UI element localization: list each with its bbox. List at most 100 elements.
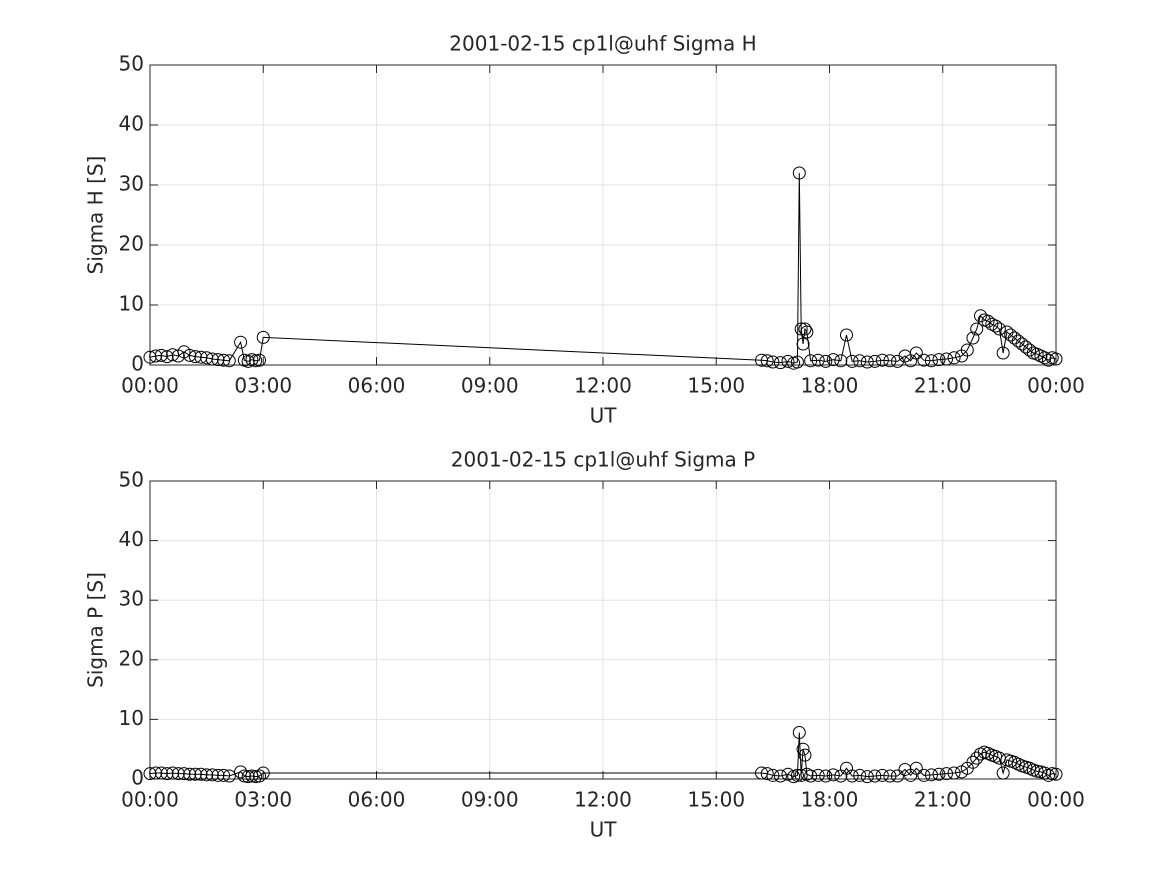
data-marker: [989, 319, 1003, 333]
x-tick-label: 00:00: [1027, 788, 1085, 812]
data-marker: [860, 355, 874, 369]
y-tick-label: 50: [119, 52, 144, 76]
x-tick-label: 21:00: [914, 788, 972, 812]
data-marker: [188, 350, 202, 364]
data-marker: [1038, 766, 1052, 780]
data-marker: [781, 354, 795, 368]
y-tick-label: 10: [119, 706, 144, 730]
data-marker: [853, 768, 867, 782]
data-marker: [804, 769, 818, 783]
data-marker: [256, 330, 270, 344]
data-marker: [234, 765, 248, 779]
data-marker: [773, 769, 787, 783]
data-marker: [966, 755, 980, 769]
data-marker: [188, 767, 202, 781]
data-marker: [241, 770, 255, 784]
x-tick-label: 12:00: [574, 374, 632, 398]
data-marker: [992, 322, 1006, 336]
data-marker: [256, 766, 270, 780]
x-axis-label: UT: [590, 404, 618, 428]
y-tick-label: 50: [119, 468, 144, 492]
x-axis-label: UT: [590, 818, 618, 842]
data-marker: [1049, 352, 1063, 366]
data-marker: [217, 768, 231, 782]
data-marker: [798, 322, 812, 336]
data-marker: [868, 769, 882, 783]
data-marker: [819, 354, 833, 368]
x-tick-label: 06:00: [348, 788, 406, 812]
data-marker: [796, 337, 810, 351]
data-marker: [154, 348, 168, 362]
data-marker: [798, 748, 812, 762]
data-marker: [940, 767, 954, 781]
data-marker: [826, 768, 840, 782]
data-marker: [1041, 353, 1055, 367]
data-marker: [166, 766, 180, 780]
data-marker: [249, 770, 263, 784]
data-marker: [800, 325, 814, 339]
y-tick-label: 20: [119, 232, 144, 256]
x-tick-label: 03:00: [234, 374, 292, 398]
x-tick-label: 18:00: [801, 788, 859, 812]
x-tick-label: 09:00: [461, 374, 519, 398]
x-tick-label: 18:00: [801, 374, 859, 398]
data-marker: [177, 767, 191, 781]
data-marker: [171, 767, 185, 781]
data-marker: [804, 354, 818, 368]
x-tick-label: 00:00: [121, 374, 179, 398]
data-marker: [811, 768, 825, 782]
y-tick-label: 10: [119, 292, 144, 316]
data-marker: [932, 353, 946, 367]
y-tick-label: 0: [131, 352, 144, 376]
data-marker: [826, 353, 840, 367]
x-tick-label: 15:00: [687, 788, 745, 812]
y-axis-label: Sigma H [S]: [84, 156, 108, 275]
axes-box: [149, 480, 1057, 780]
data-marker: [222, 354, 236, 368]
data-marker: [947, 351, 961, 365]
x-tick-label: 15:00: [687, 374, 745, 398]
data-marker: [149, 766, 163, 780]
data-marker: [1038, 351, 1052, 365]
data-marker: [981, 314, 995, 328]
data-marker: [252, 769, 266, 783]
y-tick-label: 20: [119, 646, 144, 670]
data-marker: [781, 767, 795, 781]
data-marker: [773, 356, 787, 370]
data-marker: [217, 353, 231, 367]
chart-title: 2001-02-15 cp1l@uhf Sigma H: [449, 32, 756, 56]
data-marker: [966, 331, 980, 345]
data-marker: [853, 354, 867, 368]
y-axis-label: Sigma P [S]: [84, 572, 108, 688]
data-marker: [211, 768, 225, 782]
data-marker: [205, 352, 219, 366]
data-marker: [924, 768, 938, 782]
x-tick-label: 12:00: [574, 788, 632, 812]
data-marker: [200, 768, 214, 782]
data-marker: [839, 328, 853, 342]
data-marker: [205, 768, 219, 782]
data-marker: [883, 769, 897, 783]
data-marker: [792, 166, 806, 180]
data-line: [149, 172, 1057, 364]
data-marker: [249, 354, 263, 368]
y-tick-label: 30: [119, 172, 144, 196]
data-marker: [222, 769, 236, 783]
data-marker: [860, 770, 874, 784]
data-marker: [890, 769, 904, 783]
data-marker: [883, 354, 897, 368]
data-marker: [819, 769, 833, 783]
data-marker: [766, 355, 780, 369]
data-marker: [1030, 764, 1044, 778]
data-marker: [909, 346, 923, 360]
data-marker: [194, 767, 208, 781]
data-marker: [875, 353, 889, 367]
data-marker: [211, 353, 225, 367]
data-marker: [811, 353, 825, 367]
data-marker: [947, 766, 961, 780]
data-marker: [143, 767, 157, 781]
x-tick-label: 06:00: [348, 374, 406, 398]
data-marker: [845, 354, 859, 368]
x-tick-label: 00:00: [121, 788, 179, 812]
data-marker: [160, 350, 174, 364]
